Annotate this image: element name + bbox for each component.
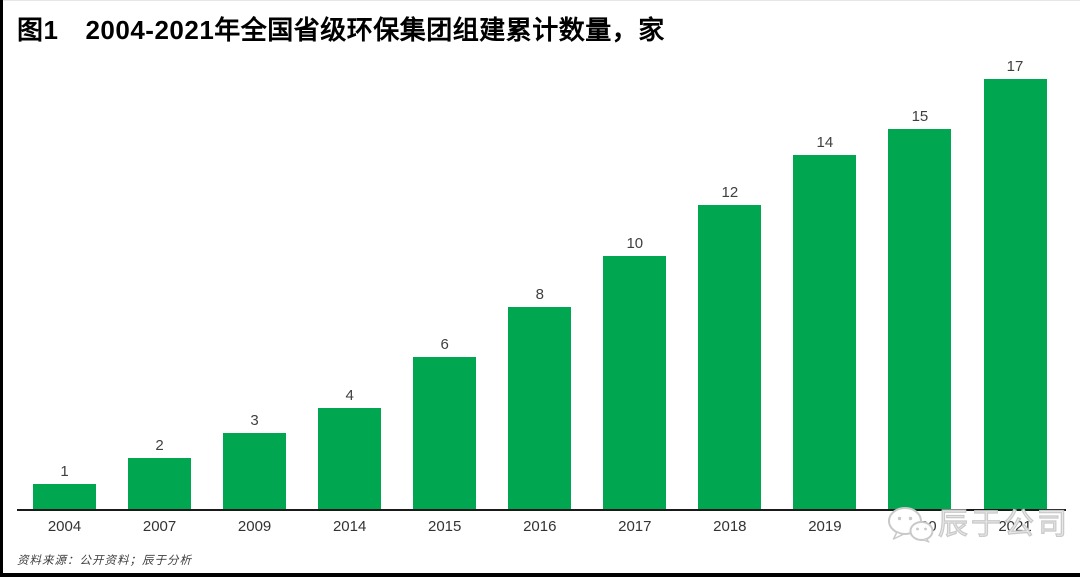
bar-value-label: 4 bbox=[345, 387, 354, 404]
x-axis-label: 2014 bbox=[332, 518, 367, 535]
x-axis-label: 2016 bbox=[523, 518, 557, 535]
bar bbox=[698, 205, 762, 509]
bar-value-label: 3 bbox=[250, 412, 259, 429]
bar-group: 2 bbox=[128, 437, 192, 509]
bottom-border bbox=[0, 573, 1080, 577]
bar bbox=[318, 408, 382, 509]
bar bbox=[983, 79, 1047, 509]
x-axis-label: 2004 bbox=[47, 518, 82, 535]
bar-group: 3 bbox=[223, 412, 287, 509]
bar-value-label: 1 bbox=[60, 463, 69, 480]
bar bbox=[603, 256, 667, 509]
bar-group: 15 bbox=[888, 108, 952, 509]
x-axis-label: 2007 bbox=[142, 518, 177, 535]
x-axis-label: 2019 bbox=[808, 518, 842, 535]
x-axis-label: 2018 bbox=[713, 518, 747, 535]
bar-group: 12 bbox=[698, 184, 762, 509]
figure-label: 图1 bbox=[17, 15, 59, 45]
x-axis-line bbox=[17, 509, 1066, 511]
x-axis-label: 2021 bbox=[998, 518, 1032, 535]
chart-title: 图1 2004-2021年全国省级环保集团组建累计数量，家 bbox=[17, 10, 665, 47]
title-text: 2004-2021年全国省级环保集团组建累计数量，家 bbox=[85, 15, 665, 45]
bar-value-label: 10 bbox=[626, 235, 644, 252]
bar bbox=[413, 357, 477, 509]
bar-group: 1 bbox=[33, 463, 96, 509]
bar bbox=[888, 129, 952, 509]
x-axis-label: 2015 bbox=[428, 518, 462, 535]
bar-value-label: 6 bbox=[440, 336, 449, 353]
x-axis-label: 2020 bbox=[903, 518, 937, 535]
bar-group: 14 bbox=[793, 134, 857, 509]
bar-value-label: 12 bbox=[721, 184, 739, 201]
bar-group: 10 bbox=[603, 235, 667, 509]
bar bbox=[33, 484, 96, 509]
bar-group: 6 bbox=[413, 336, 477, 509]
x-axis-label: 2009 bbox=[237, 518, 272, 535]
bar-value-label: 8 bbox=[535, 286, 544, 303]
bar-group: 4 bbox=[318, 387, 382, 509]
top-hairline bbox=[0, 0, 1080, 1]
bar bbox=[508, 307, 572, 509]
bar-value-label: 2 bbox=[155, 437, 164, 454]
bar-value-label: 14 bbox=[816, 134, 834, 151]
bar-value-label: 17 bbox=[1006, 58, 1024, 75]
left-border bbox=[0, 0, 3, 577]
bar-group: 17 bbox=[983, 58, 1047, 509]
bar bbox=[223, 433, 287, 509]
bar-group: 8 bbox=[508, 286, 572, 509]
bar bbox=[793, 155, 857, 509]
bar bbox=[128, 458, 192, 509]
x-axis-label: 2017 bbox=[618, 518, 652, 535]
bar-value-label: 15 bbox=[911, 108, 929, 125]
bar-chart: 1 2004 2 2007 3 2009 4 2014 6 2015 8 2016 10 2017 12 20… bbox=[17, 58, 1066, 535]
source-note: 资料来源：公开资料；辰于分析 bbox=[17, 555, 192, 567]
